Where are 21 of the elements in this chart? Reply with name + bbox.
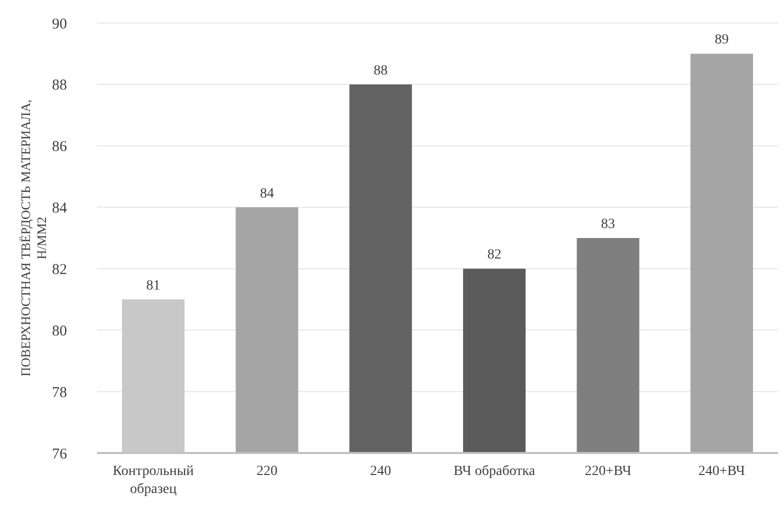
x-tick-label: 240 [370,464,392,479]
x-tick-label: ВЧ обработка [454,464,536,479]
data-label: 89 [714,32,729,48]
y-tick-label: 78 [52,384,67,401]
x-tick-label: 240+ВЧ [698,464,746,479]
x-tick-label: 220 [256,464,278,479]
data-label: 84 [260,186,274,202]
data-label: 82 [487,248,502,263]
y-tick-label: 88 [52,78,67,94]
y-tick-label: 90 [52,16,67,32]
y-tick-label: 76 [52,446,68,462]
y-axis-title: ПОВЕРХНОСТНАЯ ТВЁРДОСТЬ МАТЕРИАЛА, Н/ММ2 [18,99,49,377]
y-tick-label: 86 [52,139,68,156]
y-tick-label: 82 [52,262,67,278]
data-label: 83 [601,217,616,232]
data-label: 81 [146,278,160,294]
y-tick-label: 84 [52,200,68,217]
x-tick-label: Контрольный образец [112,464,194,497]
y-tick-label: 80 [52,323,67,340]
x-tick-label: 220+ВЧ [584,464,632,479]
data-label: 88 [374,63,388,78]
